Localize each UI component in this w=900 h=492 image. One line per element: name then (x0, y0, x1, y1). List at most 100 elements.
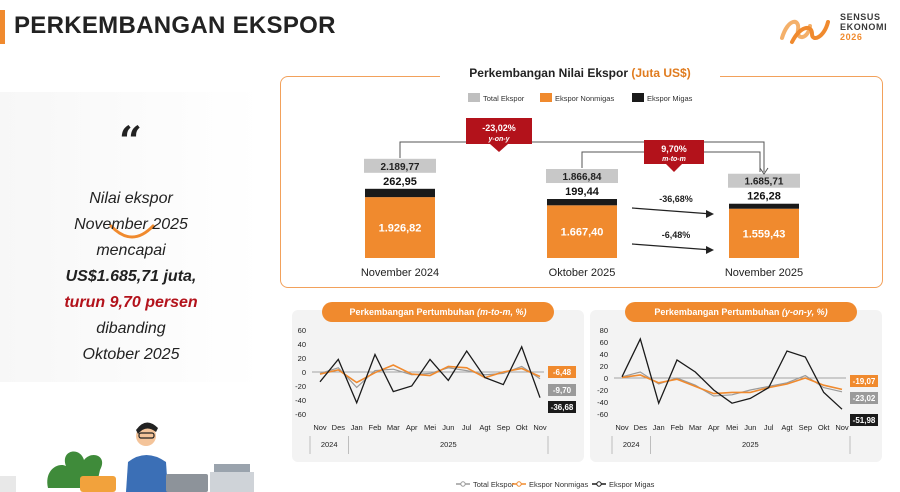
y-tick-label: 20 (600, 362, 608, 371)
yoy-bracket-arrow (759, 167, 769, 175)
bar-label-nonmigas: 1.667,40 (561, 227, 604, 239)
mtm-chart-title-unit: (m-to-m, %) (477, 307, 527, 317)
legend-swatch (540, 93, 552, 102)
x-tick-label: Des (634, 423, 648, 432)
legend-swatch (468, 93, 480, 102)
mtm-label: m-to-m (662, 156, 686, 163)
y-tick-label: -20 (295, 382, 306, 391)
x-tick-label: Sep (799, 423, 812, 432)
y-tick-label: -60 (295, 410, 306, 419)
series-line-total-ekspor (621, 371, 843, 397)
migas-change-arrow (631, 207, 713, 215)
y-tick-label: 60 (600, 338, 608, 347)
x-tick-label: Feb (671, 423, 684, 432)
summary-line: mencapai (96, 242, 166, 259)
end-value-box (548, 401, 576, 413)
legend-label: Ekspor Nonmigas (529, 480, 588, 489)
x-tick-label: Agt (479, 423, 491, 432)
legend-label: Ekspor Nonmigas (555, 94, 614, 103)
series-line-ekspor-migas (621, 337, 843, 410)
yoy-chart-title: Perkembangan Pertumbuhan (y-on-y, %) (625, 302, 857, 322)
category-label: November 2024 (361, 267, 439, 279)
bar-label-nonmigas: 1.559,43 (743, 228, 786, 240)
yoy-label: y-on-y (488, 136, 511, 143)
y-tick-label: 0 (302, 368, 306, 377)
end-value-label: -19,07 (853, 377, 876, 386)
x-tick-label: Agt (781, 423, 793, 432)
year-label: 2025 (440, 440, 457, 449)
year-label: 2024 (623, 440, 640, 449)
yoy-value: -23,02% (482, 123, 516, 133)
legend-label: Ekspor Migas (647, 94, 693, 103)
summary-line: Oktober 2025 (82, 346, 180, 363)
top-chart-unit: (Juta US$) (631, 66, 691, 80)
end-value-box (850, 375, 878, 387)
end-value-label: -51,98 (853, 416, 876, 425)
total-label: 1.685,71 (745, 177, 784, 188)
logo-year: 2026 (840, 32, 863, 42)
y-tick-label: 0 (604, 374, 608, 383)
series-line-ekspor-migas (319, 345, 541, 405)
bar-nonmigas (547, 205, 617, 258)
x-tick-label: Mar (387, 423, 400, 432)
y-tick-label: -20 (597, 386, 608, 395)
person-laptop-illustration-icon (0, 422, 270, 492)
series-line-total-ekspor (319, 365, 541, 389)
x-tick-label: Mar (689, 423, 702, 432)
x-tick-label: Feb (369, 423, 382, 432)
x-tick-label: Mei (424, 423, 436, 432)
series-line-ekspor-nonmigas (319, 364, 541, 384)
x-tick-label: Jul (764, 423, 774, 432)
end-value-box (850, 392, 878, 404)
nonmigas-arrow-head (706, 246, 714, 254)
nonmigas-change-arrow (631, 243, 713, 251)
legend-marker (596, 481, 602, 487)
legend-label: Ekspor Migas (609, 480, 655, 489)
bar-migas (547, 199, 617, 206)
migas-arrow-head (706, 210, 714, 218)
legend-label: Total Ekspor (473, 480, 515, 489)
x-tick-label: Nov (533, 423, 547, 432)
x-tick-label: Jun (442, 423, 454, 432)
summary-line: November 2025 (74, 216, 188, 233)
sensus-ekonomi-logo-icon (780, 19, 830, 44)
x-tick-label: Okt (818, 423, 831, 432)
y-tick-label: 60 (298, 326, 306, 335)
bar-label-migas: 262,95 (383, 176, 417, 188)
bar-migas (729, 203, 799, 209)
logo-line-1: SENSUS (840, 12, 881, 22)
total-label-box (546, 169, 618, 184)
title-bar: PERKEMBANGAN EKSPOR (0, 0, 900, 56)
yoy-chart-title-unit: (y-on-y, %) (781, 307, 828, 317)
y-tick-label: 40 (600, 350, 608, 359)
nonmigas-change-label: -6,48% (662, 230, 691, 240)
mtm-chart-title: Perkembangan Pertumbuhan (m-to-m, %) (322, 302, 554, 322)
category-label: November 2025 (725, 267, 803, 279)
bar-migas (365, 188, 435, 198)
bar-label-migas: 126,28 (747, 191, 781, 203)
total-label: 1.866,84 (563, 172, 602, 183)
year-label: 2024 (321, 440, 338, 449)
mtm-callout (644, 140, 704, 172)
summary-line: Nilai ekspor (89, 190, 173, 207)
legend-swatch (632, 93, 644, 102)
x-tick-label: Okt (516, 423, 529, 432)
bar-label-migas: 199,44 (565, 186, 600, 198)
migas-change-label: -36,68% (659, 194, 693, 204)
end-value-box (548, 366, 576, 378)
end-value-label: -9,70 (553, 386, 572, 395)
x-tick-label: Apr (708, 423, 720, 432)
logo-line-2: EKONOMI (840, 22, 888, 32)
end-value-box (850, 414, 878, 426)
summary-line: dibanding (96, 320, 166, 337)
x-tick-label: Jan (653, 423, 665, 432)
y-tick-label: 20 (298, 354, 306, 363)
x-tick-label: Nov (615, 423, 629, 432)
y-tick-label: -40 (295, 396, 306, 405)
x-tick-label: Nov (313, 423, 327, 432)
page-title: PERKEMBANGAN EKSPOR (14, 12, 336, 39)
x-tick-label: Jun (744, 423, 756, 432)
yoy-callout (466, 118, 532, 152)
